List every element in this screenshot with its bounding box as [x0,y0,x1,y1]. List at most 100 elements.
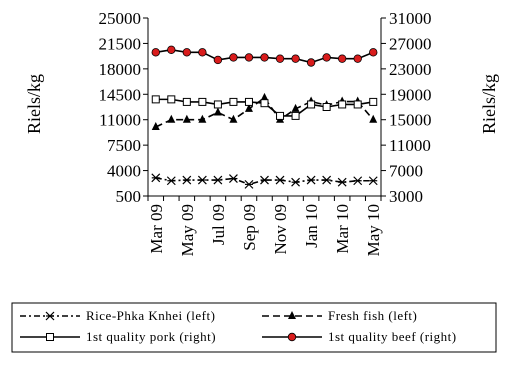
series-marker [369,48,378,57]
legend-item-4: 1st quality beef (right) [262,329,457,344]
x-tick-label: Jul 09 [209,204,228,245]
series-marker [151,95,160,104]
series-marker [244,179,254,189]
series-marker [229,97,238,106]
series-marker [182,97,191,106]
series-marker [275,54,285,63]
series-marker [338,100,347,109]
series-marker [229,174,238,183]
series-marker [291,103,300,112]
x-tick-label: Mar 09 [147,204,166,254]
series-marker [167,45,176,54]
series-marker [182,114,191,123]
series-marker [167,114,176,123]
x-tick-label: Nov 09 [271,204,290,255]
series-marker [306,58,316,67]
series-marker [213,107,222,116]
legend-item-1: Rice-Phka Knhei (left) [20,308,215,323]
series-marker [322,53,331,62]
series-3 [151,95,378,120]
series-marker [353,54,362,63]
series-marker [353,100,362,109]
right-y-tick-label: 23000 [389,60,432,79]
x-tick-label: Mar 10 [333,204,352,254]
series-marker [260,92,269,101]
right-y-axis-ticks: 31000 27000 23000 19000 15000 11000 7000 3000 [381,9,432,206]
legend-label: Fresh fish (left) [328,308,417,323]
left-y-tick-label: 14500 [99,85,142,104]
series-marker [229,114,238,123]
series-marker [167,95,176,104]
series-1 [151,173,378,189]
series-marker [213,175,223,185]
left-y-axis-ticks: 25000 21500 18000 14500 11000 7500 4000 500 [99,9,148,206]
right-y-tick-label: 7000 [389,162,423,181]
x-tick-label: May 09 [178,204,197,256]
legend-item-2: Fresh fish (left) [262,308,417,323]
right-y-tick-label: 3000 [389,187,423,206]
series-marker [244,53,254,62]
x-tick-label: Jan 10 [302,204,321,248]
series-marker [151,48,160,57]
series-marker [322,103,331,111]
series-marker [275,175,285,185]
series-marker [151,121,160,130]
series-marker [368,176,378,186]
series-marker [260,175,269,185]
series-marker [166,176,176,186]
right-y-axis-title: Riels/kg [479,74,499,134]
legend-label: Rice-Phka Knhei (left) [86,308,215,323]
series-marker [306,175,316,185]
series-marker [322,175,332,185]
series-line [155,177,374,186]
series-marker [244,103,253,112]
series-marker [369,114,378,123]
series-marker [353,176,363,186]
left-y-tick-label: 4000 [107,162,141,181]
series-marker [307,100,316,109]
series-marker [213,55,223,65]
series-marker [291,177,300,187]
series-marker [198,97,207,106]
left-y-tick-label: 21500 [99,34,142,53]
left-y-tick-label: 18000 [99,60,142,79]
legend-label: 1st quality pork (right) [86,329,216,344]
right-y-tick-label: 27000 [389,34,432,53]
series-marker [260,53,269,62]
series-marker [229,53,238,62]
series-marker [244,97,253,106]
series-marker [45,311,55,321]
series-marker [291,111,300,120]
series-lines [151,45,378,189]
right-y-tick-label: 11000 [389,136,431,155]
series-marker [198,48,207,57]
series-marker [151,173,161,183]
left-y-tick-label: 7500 [107,136,141,155]
right-y-tick-label: 15000 [389,111,432,130]
series-marker [197,175,207,185]
series-marker [46,333,54,341]
series-marker [291,54,300,63]
series-marker [213,100,222,109]
x-axis-ticks: Mar 09 May 09 Jul 09 Sep 09 Nov 09 Jan 10 Mar … [147,196,383,256]
series-marker [276,111,285,120]
series-marker [287,332,297,342]
series-marker [337,54,347,63]
legend: Rice-Phka Knhei (left) Fresh fish (left) 1… [11,302,497,353]
series-marker [182,48,192,57]
left-y-tick-label: 500 [116,187,142,206]
series-marker [198,114,207,123]
series-marker [288,311,296,319]
x-tick-label: Sep 09 [240,204,259,251]
series-4 [151,45,378,67]
series-line [155,96,374,128]
series-marker [337,177,347,187]
right-y-tick-label: 31000 [389,9,432,28]
series-marker [182,175,192,185]
legend-item-3: 1st quality pork (right) [20,329,216,344]
left-y-axis-title: Riels/kg [24,74,44,134]
legend-label: 1st quality beef (right) [328,329,457,344]
right-y-tick-label: 19000 [389,85,432,104]
x-tick-label: May 10 [364,204,383,256]
